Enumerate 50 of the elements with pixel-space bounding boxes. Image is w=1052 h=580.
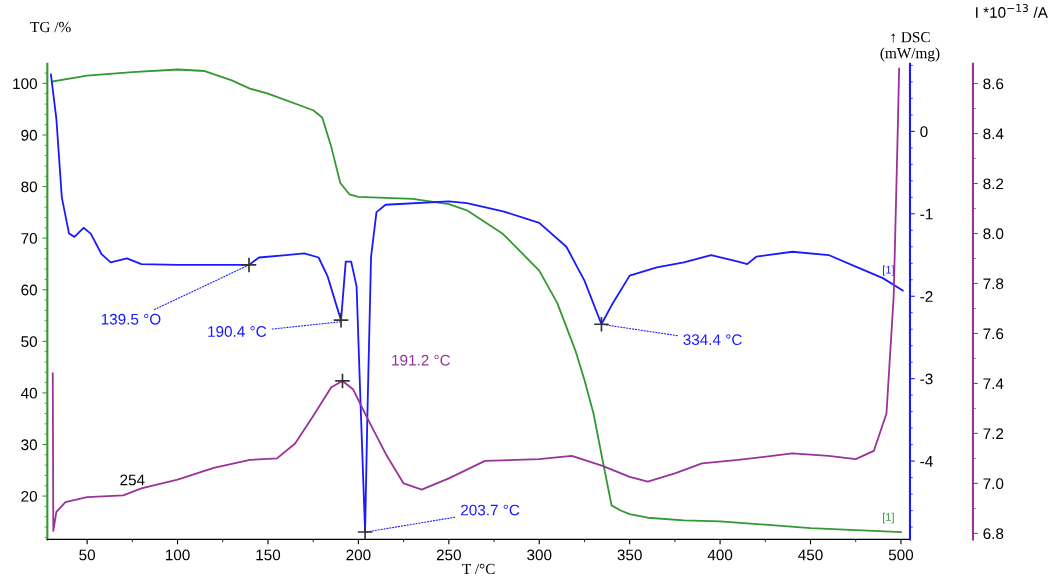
x-tick-label: 100 (165, 549, 190, 561)
y3-axis-title: I *10$^{−13}$ /A (976, 3, 1048, 18)
x-tick-label: 200 (346, 549, 371, 561)
y2-tick-label: 0 (920, 126, 928, 138)
y-tick-label: 50 (21, 336, 38, 348)
x-axis-title: T /°C (462, 563, 495, 575)
y3-tick-label: 7.0 (983, 478, 1004, 490)
point (356, 523, 374, 541)
y-tick-label: 30 (21, 439, 38, 451)
x-tick-label: 50 (79, 549, 96, 561)
y2-tick-label: -4 (920, 456, 933, 467)
y3-tick-label: 8.4 (983, 128, 1004, 140)
annotation: [1] (883, 512, 894, 524)
y-tick-label: 70 (21, 233, 38, 244)
point (593, 316, 610, 333)
annotation: 254 (120, 474, 145, 486)
y-tick-label: 90 (21, 129, 38, 141)
y3-tick-label: 6.8 (983, 528, 1004, 540)
annotation: [1] (883, 265, 894, 276)
x-tick-label: 500 (888, 549, 914, 561)
y-tick-label: 100 (13, 78, 38, 90)
point (240, 256, 258, 274)
y3-tick-label: 8.0 (983, 228, 1004, 240)
x-tick-label: 300 (527, 549, 552, 561)
x-tick-label: 250 (436, 549, 461, 561)
annotation: 139.5 °O (101, 313, 161, 325)
y2-tick-label: -2 (920, 291, 933, 302)
y3-tick-label: 8.2 (983, 178, 1004, 190)
y3-tick-label: 7.4 (983, 378, 1004, 389)
y3-tick-label: 8.6 (983, 78, 1004, 90)
y-tick-label: 40 (20, 387, 38, 399)
y3-tick-label: 7.8 (983, 278, 1004, 290)
annotation: 334.4 °C (683, 334, 742, 346)
y-tick-label: 60 (21, 284, 38, 296)
annotation: 203.7 °C (461, 504, 520, 516)
point (332, 312, 350, 329)
annotation: 191.2 °C (392, 354, 451, 366)
y3-tick-label: 7.2 (983, 428, 1004, 439)
y-tick-label: 80 (21, 181, 38, 193)
y-tick-label: 20 (21, 490, 38, 502)
y2-axis-title: ↑ DSC (mW/mg) (880, 32, 940, 62)
x-tick-label: 400 (707, 549, 733, 561)
y2-tick-label: -1 (920, 208, 933, 220)
y3-tick-label: 7.6 (983, 328, 1004, 340)
y-axis-title: TG /% (30, 21, 71, 33)
annotation: 190.4 °C (208, 326, 267, 337)
x-tick-label: 350 (617, 549, 642, 561)
y2-tick-label: -3 (920, 373, 933, 385)
x-tick-label: 150 (256, 549, 281, 561)
x-tick-label: 450 (798, 549, 823, 561)
